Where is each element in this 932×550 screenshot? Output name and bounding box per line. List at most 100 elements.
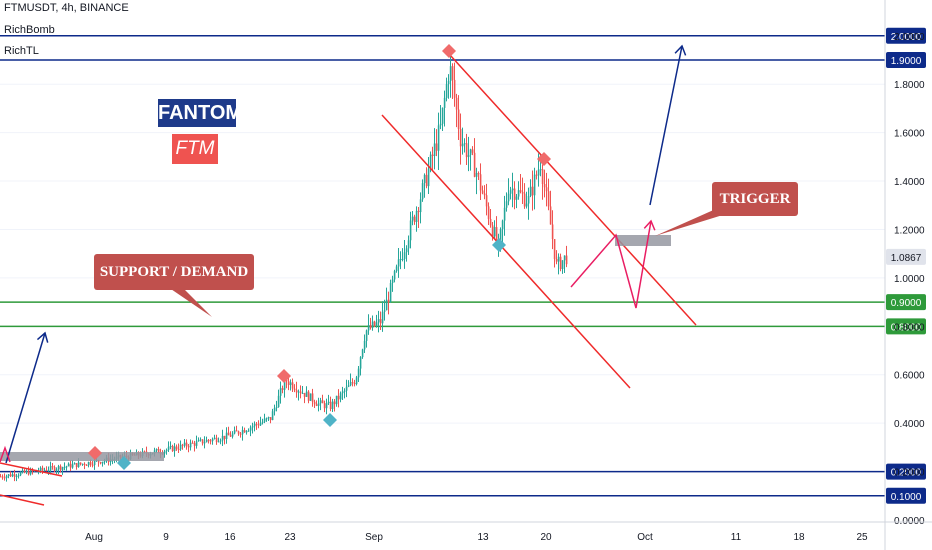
level-price-tag — [886, 27, 926, 44]
candle-body — [53, 467, 56, 471]
candle-body — [353, 383, 356, 385]
candle-body — [327, 401, 330, 404]
indicator-richbomb[interactable]: RichBomb — [4, 24, 55, 36]
candle-body — [401, 258, 404, 260]
candle-body — [453, 79, 456, 98]
candle-body — [423, 174, 426, 184]
early-high-diamond-marker — [88, 446, 102, 460]
candle-body — [465, 143, 468, 158]
y-tick-label: 0.2000 — [894, 468, 925, 479]
candle-body — [213, 437, 216, 439]
candle-body — [387, 299, 390, 302]
candle-body — [71, 464, 74, 468]
candle-body — [383, 310, 386, 312]
candle-body — [393, 271, 396, 280]
candle-body — [89, 462, 92, 465]
candle-body — [231, 433, 234, 437]
level-price-tag — [886, 52, 926, 69]
candle-body — [249, 427, 252, 431]
candle-body — [67, 463, 70, 467]
candle-body — [341, 391, 344, 394]
candle-body — [529, 186, 532, 196]
candle-body — [357, 368, 360, 378]
candle-body — [317, 403, 320, 406]
candle-body — [93, 460, 96, 466]
channel-lower-line[interactable] — [381, 114, 631, 389]
candle-body — [525, 203, 528, 207]
trendline-left-2[interactable] — [0, 494, 45, 506]
x-tick-label: Sep — [365, 532, 383, 543]
blue-arrow-right[interactable] — [649, 45, 683, 206]
candle-body — [321, 400, 324, 404]
candle-body — [227, 432, 230, 436]
candle-body — [363, 340, 366, 350]
projection-path[interactable] — [570, 220, 652, 309]
candle-body — [347, 385, 350, 387]
candle-body — [219, 440, 222, 442]
candle-body — [81, 463, 84, 465]
candle-body — [233, 430, 236, 434]
trigger-zone-box[interactable] — [615, 235, 671, 246]
candle-body — [471, 149, 474, 153]
candle-body — [451, 66, 454, 80]
current-price-tag — [886, 248, 926, 265]
candle-body — [99, 462, 102, 464]
candle-body — [211, 438, 214, 442]
y-tick-label: 0.6000 — [894, 371, 925, 382]
candle-body — [565, 255, 568, 265]
x-tick-label: Oct — [637, 532, 653, 543]
candle-body — [183, 442, 186, 446]
y-tick-label: 1.8000 — [894, 80, 925, 91]
candle-body — [507, 193, 510, 202]
x-tick-label: 20 — [540, 532, 552, 543]
candle-body — [367, 324, 370, 331]
candle-body — [523, 193, 526, 207]
channel-upper-line[interactable] — [449, 54, 697, 326]
candle-body — [203, 442, 206, 444]
candle-body — [511, 188, 514, 191]
candle-body — [197, 440, 200, 442]
candle-body — [305, 391, 308, 397]
candle-body — [335, 395, 338, 405]
candle-body — [531, 186, 534, 196]
trendline-left-1[interactable] — [0, 462, 63, 477]
y-tick-label: 1.4000 — [894, 177, 925, 188]
indicator-richtl[interactable]: RichTL — [4, 45, 39, 57]
candle-body — [487, 206, 490, 219]
candle-body — [11, 474, 14, 477]
candle-body — [483, 193, 486, 196]
candle-body — [491, 225, 494, 237]
candle-body — [515, 196, 518, 200]
candle-body — [463, 143, 466, 145]
candle-body — [27, 470, 30, 475]
candle-body — [559, 256, 562, 270]
candle-body — [177, 448, 180, 450]
candle-body — [91, 464, 94, 466]
candle-body — [503, 207, 506, 221]
candle-body — [437, 125, 440, 151]
candle-body — [229, 435, 232, 437]
blue-arrow-left[interactable] — [5, 332, 46, 464]
candle-body — [459, 128, 462, 147]
candle-body — [429, 154, 432, 169]
aug-high-diamond-marker — [277, 369, 291, 383]
candle-body — [215, 437, 218, 442]
candle-body — [163, 451, 166, 454]
candle-body — [299, 391, 302, 394]
candle-body — [337, 395, 340, 400]
candle-body — [85, 464, 88, 466]
candle-body — [547, 191, 550, 207]
candle-body — [293, 388, 296, 391]
candle-body — [217, 441, 220, 443]
candle-body — [155, 449, 158, 451]
candle-body — [291, 382, 294, 389]
candle-body — [39, 467, 42, 472]
demand-zone-box[interactable] — [0, 452, 164, 461]
candle-body — [435, 143, 438, 151]
projection-arrow-head — [643, 219, 656, 231]
candle-body — [43, 469, 46, 471]
candle-body — [461, 143, 464, 147]
level-price-tag — [886, 463, 926, 480]
candle-body — [485, 195, 488, 207]
y-tick-label: 0.4000 — [894, 419, 925, 430]
